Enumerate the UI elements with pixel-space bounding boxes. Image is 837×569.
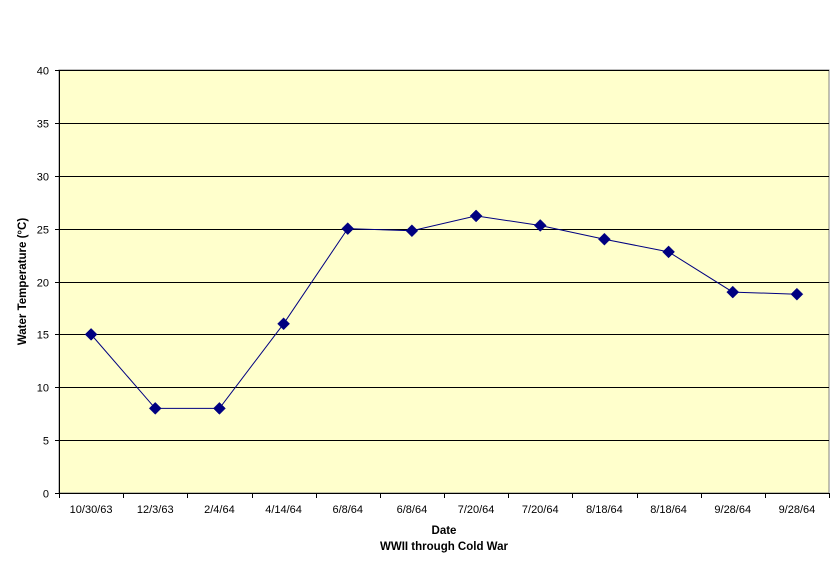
y-tick-label: 35 <box>37 119 49 131</box>
y-tick-label: 15 <box>37 330 49 342</box>
data-point-marker <box>533 219 547 232</box>
y-axis-title: Water Temperature (°C) <box>17 218 29 345</box>
x-tick-label: 8/18/64 <box>650 504 687 516</box>
y-tick-label: 20 <box>37 278 49 290</box>
data-point-marker <box>598 232 611 246</box>
x-tick-label: 8/18/64 <box>586 504 623 516</box>
data-point-marker <box>341 222 355 235</box>
plot-area <box>58 69 830 494</box>
data-point-marker <box>213 402 226 415</box>
data-point-marker <box>726 285 740 299</box>
x-axis-title: Date <box>432 525 457 537</box>
data-point-marker <box>277 317 290 331</box>
y-tick-label: 25 <box>37 225 49 237</box>
x-tick-label: 4/14/64 <box>265 504 302 516</box>
y-axis-ticks: 0 5 10 15 20 25 30 35 40 <box>37 66 59 501</box>
data-point-marker <box>405 224 419 238</box>
x-tick-label: 7/20/64 <box>458 504 495 516</box>
data-point-marker <box>662 245 675 259</box>
y-tick-label: 30 <box>37 172 49 184</box>
x-tick-label: 9/28/64 <box>779 504 816 516</box>
series-group <box>84 209 804 415</box>
x-axis-ticks: 10/30/63 12/3/63 2/4/64 4/14/64 6/8/64 6/8/64… <box>59 493 830 516</box>
x-tick-label: 2/4/64 <box>204 504 235 516</box>
data-point-marker <box>84 328 98 341</box>
x-tick-label: 6/8/64 <box>397 504 428 516</box>
x-tick-label: 12/3/63 <box>137 504 174 516</box>
series-line <box>90 215 797 409</box>
y-tick-label: 10 <box>37 383 49 395</box>
x-tick-label: 7/20/64 <box>522 504 559 516</box>
x-tick-label: 10/30/63 <box>70 504 113 516</box>
y-tick-label: 5 <box>43 436 49 448</box>
x-axis-subtitle: WWII through Cold War <box>380 541 508 553</box>
data-point-marker <box>148 402 162 415</box>
x-tick-label: 6/8/64 <box>332 504 363 516</box>
data-point-marker <box>790 287 804 301</box>
grid-lines <box>59 70 829 494</box>
y-tick-label: 40 <box>37 66 49 78</box>
y-tick-label: 0 <box>43 489 49 501</box>
data-point-marker <box>469 209 483 223</box>
x-tick-label: 9/28/64 <box>714 504 751 516</box>
